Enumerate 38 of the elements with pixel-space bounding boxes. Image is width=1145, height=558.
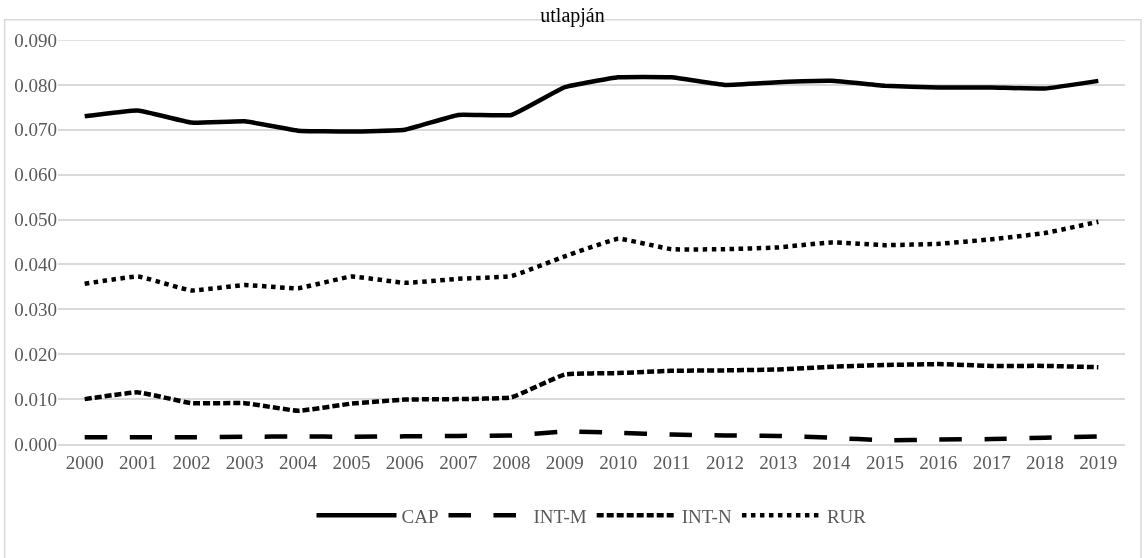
x-tick-label: 2005 bbox=[332, 451, 371, 473]
y-tick-label: 0.060 bbox=[14, 164, 57, 186]
x-tick-label: 2015 bbox=[865, 451, 904, 473]
line-series bbox=[82, 219, 1101, 293]
x-tick-label: 2016 bbox=[919, 451, 958, 473]
x-tick-label: 2001 bbox=[119, 451, 158, 473]
line-series bbox=[82, 361, 1101, 414]
x-tick-label: 2004 bbox=[279, 451, 318, 473]
x-tick-label: 2012 bbox=[705, 451, 744, 473]
y-tick-label: 0.010 bbox=[14, 388, 57, 410]
x-tick-label: 2011 bbox=[652, 451, 691, 473]
line-series bbox=[82, 74, 1101, 134]
x-tick-label: 2009 bbox=[545, 451, 584, 473]
y-tick-label: 0.050 bbox=[14, 209, 57, 231]
legend-label: RUR bbox=[826, 505, 867, 527]
y-tick-label: 0.030 bbox=[14, 298, 57, 320]
x-tick-label: 2006 bbox=[385, 451, 424, 473]
y-tick-label: 0.020 bbox=[14, 343, 57, 365]
legend-label: CAP bbox=[401, 505, 439, 527]
y-tick-label: 0.000 bbox=[14, 433, 57, 455]
x-tick-label: 2000 bbox=[65, 451, 104, 473]
y-tick-label: 0.040 bbox=[14, 254, 57, 276]
x-tick-label: 2002 bbox=[172, 451, 211, 473]
legend-label: INT-M bbox=[533, 505, 587, 527]
chart-title: utlapján bbox=[540, 4, 605, 28]
x-tick-label: 2017 bbox=[972, 451, 1011, 473]
y-tick-label: 0.070 bbox=[14, 119, 57, 141]
y-tick-label: 0.080 bbox=[14, 74, 57, 96]
x-tick-label: 2018 bbox=[1025, 451, 1064, 473]
x-tick-label: 2007 bbox=[439, 451, 478, 473]
x-tick-label: 2003 bbox=[225, 451, 264, 473]
y-tick-label: 0.090 bbox=[14, 29, 57, 51]
legend-label: INT-N bbox=[681, 505, 732, 527]
x-tick-label: 2014 bbox=[812, 451, 852, 473]
x-tick-label: 2013 bbox=[759, 451, 798, 473]
x-tick-label: 2010 bbox=[599, 451, 638, 473]
x-tick-label: 2008 bbox=[492, 451, 531, 473]
x-tick-label: 2019 bbox=[1079, 451, 1118, 473]
